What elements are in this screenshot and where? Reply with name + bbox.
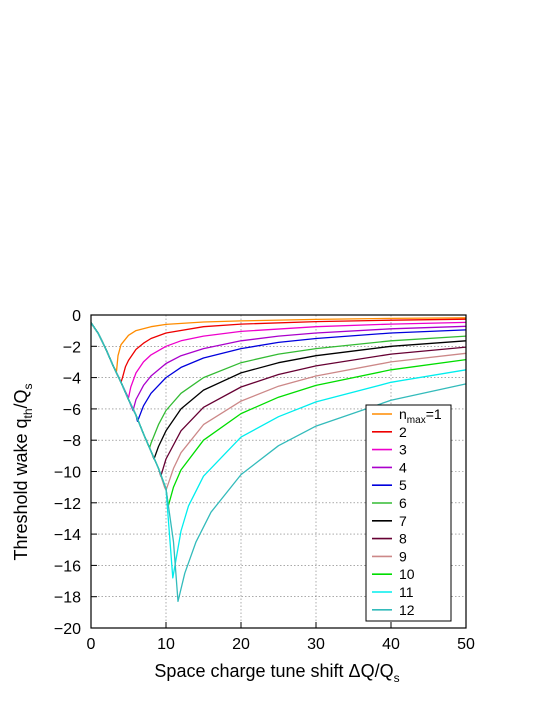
y-tick-label: −12 xyxy=(54,496,81,513)
series-lines xyxy=(90,317,467,603)
legend: nmax=12 34 5 6 7 89 10 11 12 xyxy=(365,404,452,622)
legend-label-8: 8 xyxy=(399,531,407,547)
y-tick-label: −10 xyxy=(54,465,81,482)
legend-label-12: 12 xyxy=(399,602,415,618)
legend-label-4: 4 xyxy=(399,459,407,475)
x-tick-label: 40 xyxy=(382,636,400,653)
x-tick-label: 30 xyxy=(307,636,325,653)
legend-box xyxy=(365,404,452,622)
legend-label-3: 3 xyxy=(399,442,407,458)
legend-label-10: 10 xyxy=(399,566,415,582)
y-tick-label: 0 xyxy=(72,308,81,325)
y-tick-label: −6 xyxy=(63,402,81,419)
series-line-12 xyxy=(90,322,467,603)
y-tick-label: −14 xyxy=(54,527,81,544)
x-tick-label: 20 xyxy=(232,636,250,653)
y-tick-label: −4 xyxy=(63,371,81,388)
y-axis-label: Threshold wake qth/Qs xyxy=(11,383,35,560)
y-tick-label: −2 xyxy=(63,339,81,356)
x-tick-label: 0 xyxy=(87,636,96,653)
y-tick-label: −18 xyxy=(54,590,81,607)
y-tick-label: −16 xyxy=(54,558,81,575)
x-tick-label: 10 xyxy=(157,636,175,653)
y-tick-label: −20 xyxy=(54,621,81,638)
legend-label-6: 6 xyxy=(399,495,407,511)
legend-label-1: nmax=1 xyxy=(399,406,442,426)
y-tick-label: −8 xyxy=(63,433,81,450)
legend-label-7: 7 xyxy=(399,513,407,529)
x-axis-label: Space charge tune shift ΔQ/Qs xyxy=(154,661,399,685)
x-tick-label: 50 xyxy=(457,636,475,653)
legend-label-5: 5 xyxy=(399,477,407,493)
legend-label-9: 9 xyxy=(399,548,407,564)
legend-label-11: 11 xyxy=(399,584,414,600)
axis-ticks: 0 10 20 30 40 50 0 −2 −4 −6 −8 −10 −12 −14 −16 −18 −20 xyxy=(54,308,475,653)
legend-label-2: 2 xyxy=(399,424,407,440)
